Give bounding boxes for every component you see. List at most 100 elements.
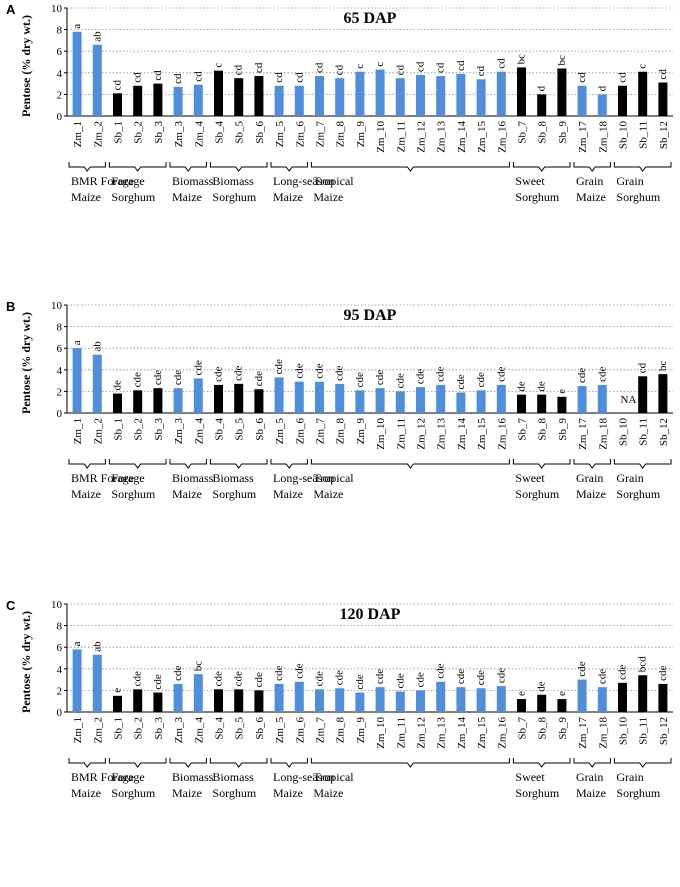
group-label-line1: Grain	[576, 770, 603, 784]
group-label-line2: Maize	[273, 786, 303, 800]
x-tick-label: Zm_17	[577, 121, 589, 153]
x-tick-label: Sb_3	[153, 121, 165, 144]
x-tick-label: Sb_8	[537, 418, 549, 441]
bar-Sb_5	[234, 383, 244, 413]
x-tick-label: Sb_1	[113, 121, 125, 144]
significance-letter: a	[71, 641, 83, 646]
bar-Zm_15	[476, 688, 486, 712]
group-label-line2: Maize	[576, 487, 606, 501]
bar-Sb_3	[153, 388, 163, 413]
x-tick-label: Zm_7	[315, 717, 327, 744]
x-tick-label: Zm_15	[476, 717, 488, 749]
significance-letter: cd	[273, 72, 285, 83]
x-tick-label: Zm_16	[496, 121, 508, 153]
group-brace	[270, 758, 308, 768]
group-brace	[108, 758, 167, 768]
significance-letter: cde	[415, 672, 427, 687]
group-label-line2: Maize	[71, 190, 101, 204]
bar-Sb_4	[214, 689, 223, 712]
bar-Zm_12	[416, 690, 425, 712]
significance-letter: de	[536, 681, 548, 692]
significance-letter: cde	[253, 371, 265, 386]
group-label-line1: BMR Forage	[71, 174, 134, 188]
group-label-line1: Sweet	[515, 174, 545, 188]
significance-letter: bc	[516, 54, 528, 65]
bar-Sb_7	[517, 699, 526, 712]
significance-letter: cde	[233, 671, 245, 686]
x-tick-label: Zm_2	[92, 121, 104, 147]
y-tick-label: 2	[57, 89, 63, 101]
x-tick-label: Sb_7	[517, 717, 529, 740]
bar-Zm_3	[173, 683, 183, 712]
group-label-line2: Sorghum	[212, 487, 256, 501]
group-brace	[310, 758, 510, 768]
bar-Zm_15	[476, 79, 486, 116]
group-brace	[613, 459, 672, 469]
significance-letter: c	[354, 64, 366, 69]
significance-letter: cd	[132, 72, 144, 83]
x-tick-label: Zm_9	[355, 121, 367, 148]
significance-letter: c	[637, 64, 649, 69]
x-tick-label: Sb_2	[133, 418, 145, 441]
significance-letter: cde	[334, 365, 346, 380]
bar-Zm_16	[496, 384, 506, 413]
bar-Sb_5	[234, 689, 244, 712]
bar-Sb_1	[113, 695, 122, 712]
group-label-line1: Biomass	[212, 471, 254, 485]
na-label: NA	[621, 394, 637, 406]
bar-Zm_1	[72, 649, 82, 712]
bar-Zm_10	[375, 388, 385, 413]
bar-Zm_5	[274, 683, 284, 712]
group-label-line2: Maize	[172, 786, 202, 800]
group-label-line2: Maize	[71, 786, 101, 800]
bar-Sb_12	[658, 82, 668, 116]
group-label-line2: Maize	[172, 190, 202, 204]
group-brace	[270, 459, 308, 469]
bar-Zm_17	[577, 85, 587, 116]
bar-Sb_3	[153, 83, 163, 116]
x-tick-label: Sb_6	[254, 121, 266, 144]
group-brace	[310, 459, 510, 469]
x-tick-label: Zm_5	[274, 418, 286, 445]
bar-Zm_1	[72, 348, 82, 413]
bar-Zm_9	[355, 692, 365, 712]
significance-letter: cde	[475, 372, 487, 387]
x-tick-label: Zm_16	[496, 418, 508, 450]
significance-letter: cde	[132, 671, 144, 686]
x-tick-label: Sb_5	[234, 418, 246, 441]
bar-Zm_3	[173, 86, 183, 116]
x-tick-label: Zm_3	[173, 418, 185, 445]
significance-letter: cd	[657, 69, 669, 80]
x-tick-label: Sb_9	[557, 418, 569, 441]
x-tick-label: Zm_5	[274, 717, 286, 744]
bar-Zm_16	[496, 71, 506, 116]
x-tick-label: Sb_7	[517, 121, 529, 144]
group-label-line2: Sorghum	[515, 786, 559, 800]
bar-Sb_1	[113, 393, 122, 413]
x-tick-label: Zm_11	[395, 418, 407, 449]
bar-Zm_14	[456, 73, 466, 116]
x-tick-label: Sb_11	[638, 121, 650, 149]
group-label-line2: Maize	[71, 487, 101, 501]
group-label-line1: Sweet	[515, 770, 545, 784]
y-axis-label: Pentose (% dry wt.)	[19, 312, 33, 414]
group-brace	[169, 162, 207, 172]
x-tick-label: Zm_3	[173, 717, 185, 744]
x-tick-label: Sb_3	[153, 418, 165, 441]
y-axis-label: Pentose (% dry wt.)	[19, 611, 33, 713]
group-label-line1: BMR Forage	[71, 770, 134, 784]
x-tick-label: Zm_15	[476, 121, 488, 153]
significance-letter: cde	[455, 669, 467, 684]
significance-letter: cde	[132, 372, 144, 387]
significance-letter: cd	[617, 72, 629, 83]
x-tick-label: Sb_9	[557, 121, 569, 144]
significance-letter: a	[71, 24, 83, 29]
significance-letter: c	[213, 63, 225, 68]
panel-letter: C	[6, 598, 16, 613]
bar-Zm_16	[496, 686, 506, 712]
group-label-line1: Grain	[576, 471, 603, 485]
significance-letter: cde	[253, 672, 265, 687]
y-tick-label: 0	[57, 707, 63, 719]
x-tick-label: Sb_9	[557, 717, 569, 740]
